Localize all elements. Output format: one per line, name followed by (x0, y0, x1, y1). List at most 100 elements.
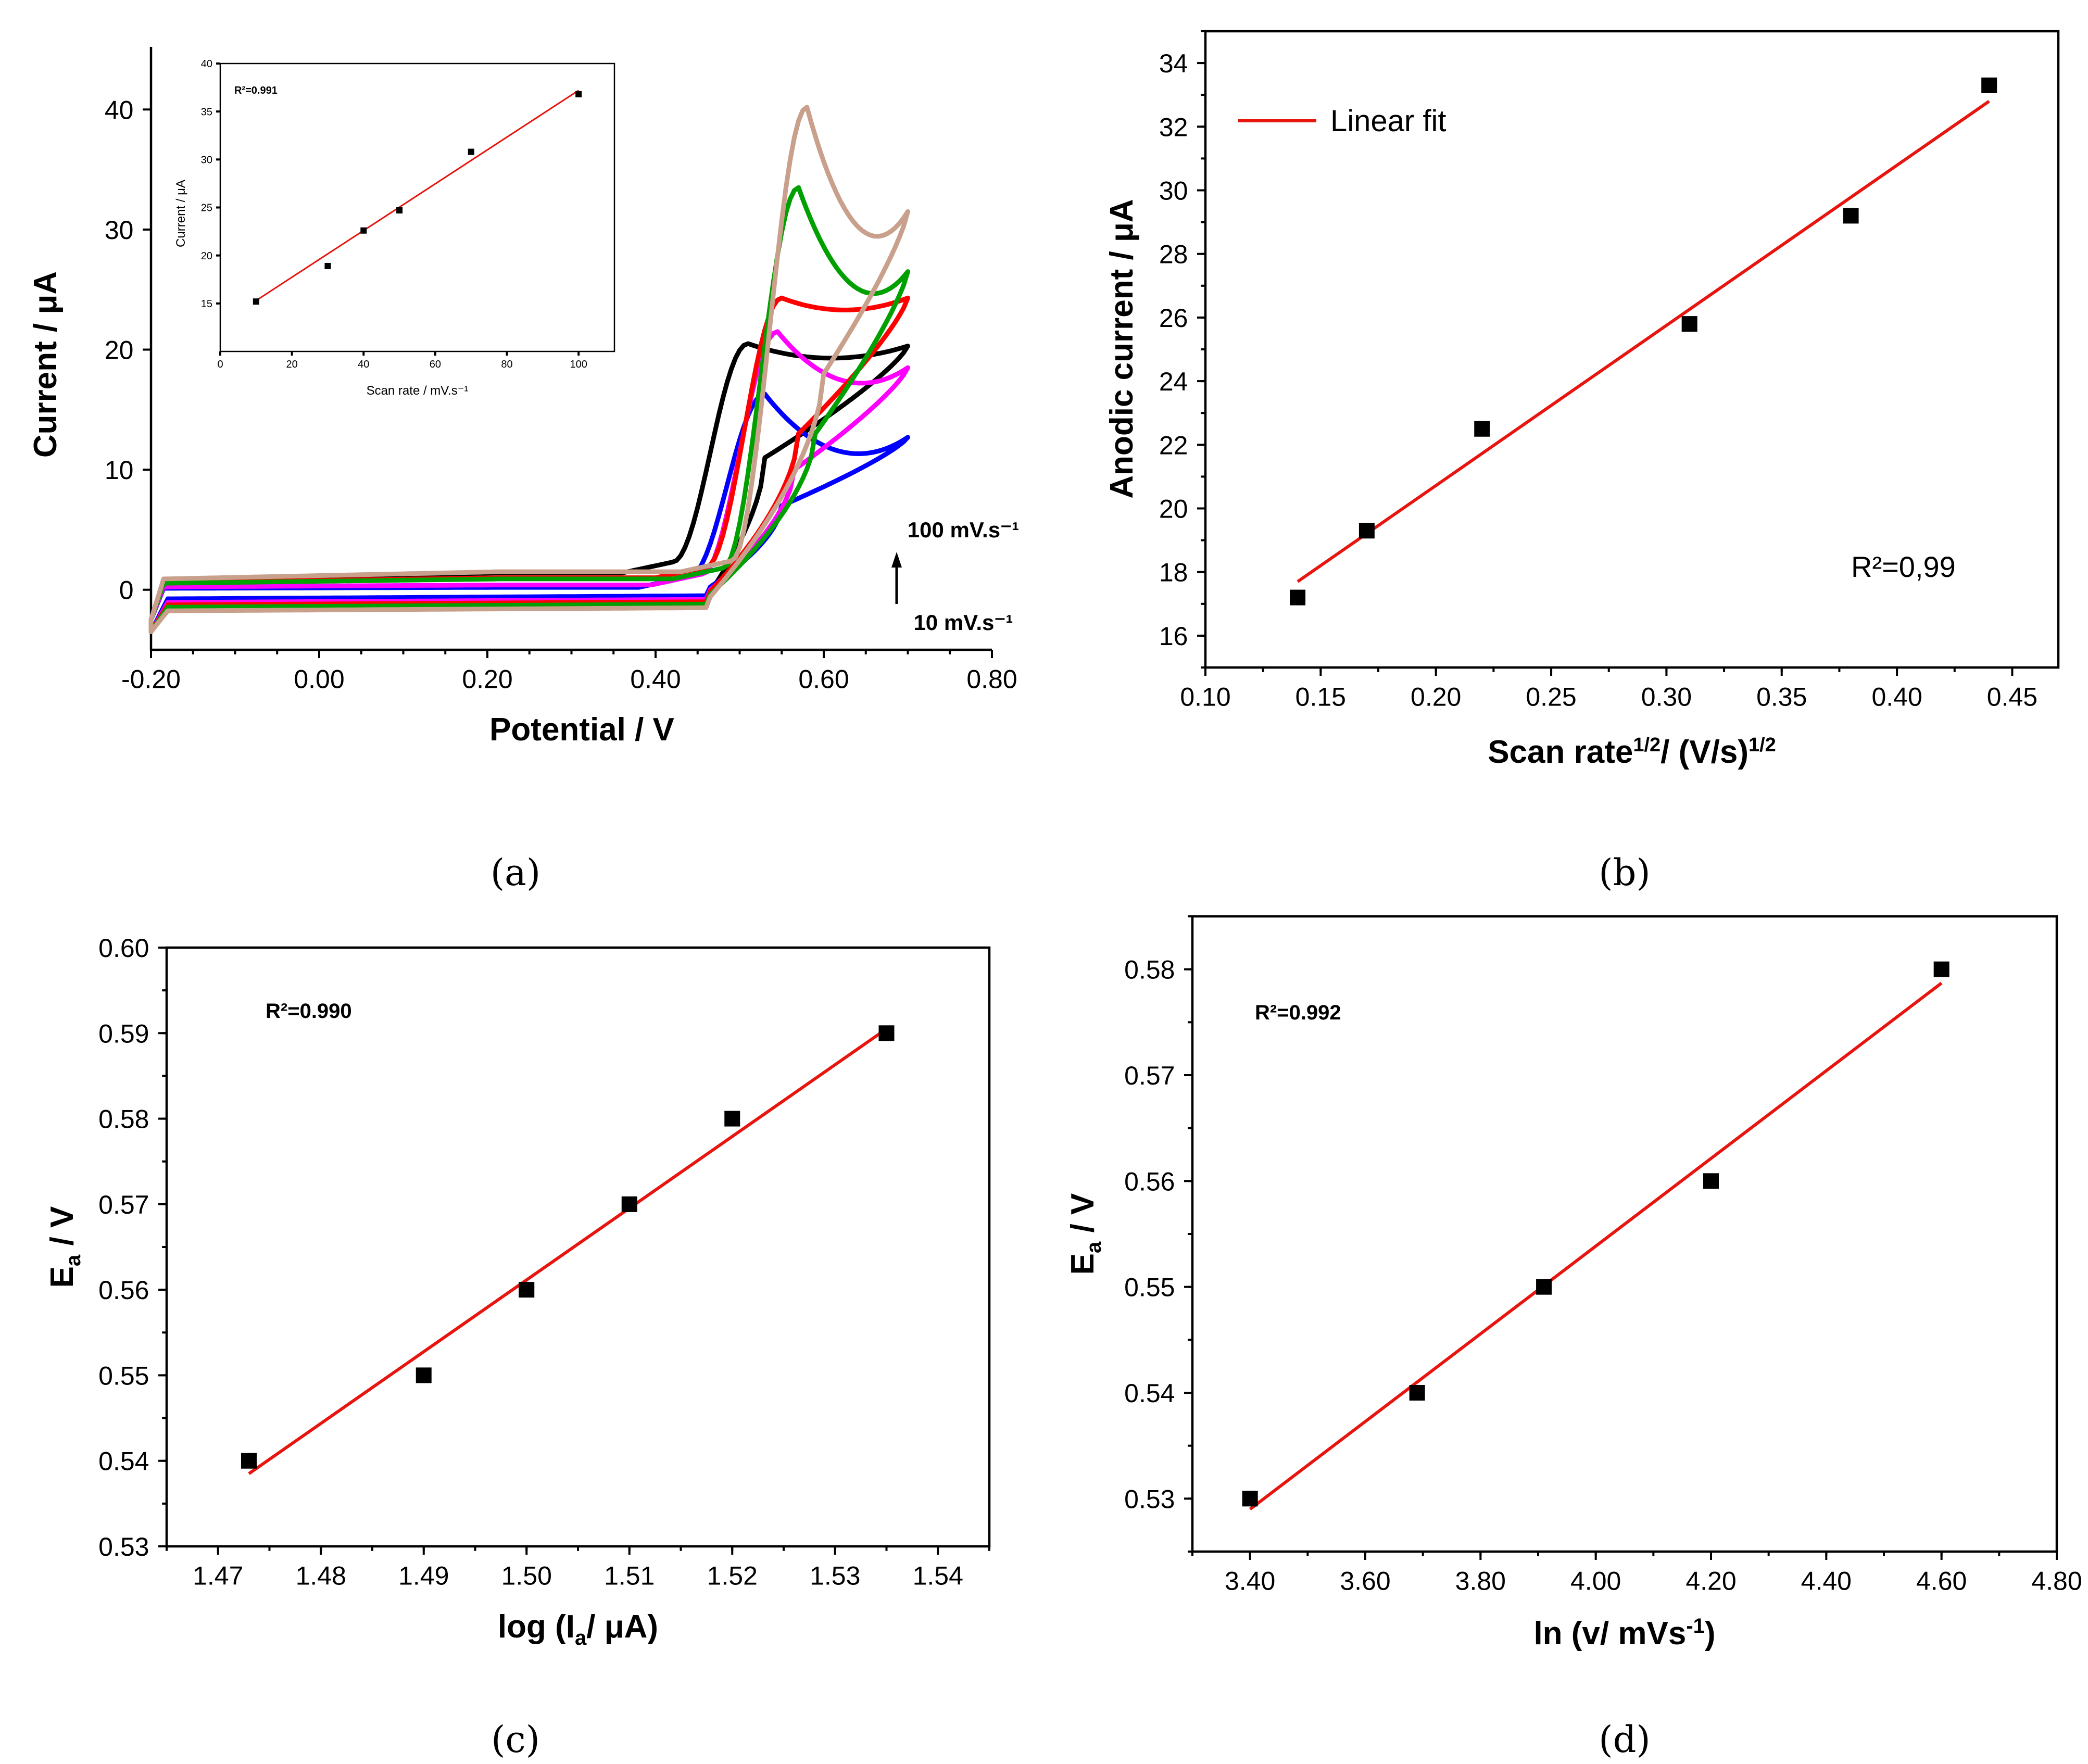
y-tick-label: 40 (105, 95, 134, 124)
linear-fit-line (248, 1027, 888, 1475)
r-squared-label: R²=0.992 (1255, 1001, 1341, 1024)
x-tick-label: 0.60 (798, 665, 849, 694)
y-tick-label: 0.54 (98, 1447, 149, 1476)
data-point (1474, 421, 1490, 437)
data-point (1536, 1279, 1552, 1295)
x-tick-label: 0.00 (294, 665, 344, 694)
x-tick-label: 1.51 (604, 1561, 655, 1591)
data-point (1290, 589, 1306, 606)
x-tick-label: 0.20 (1411, 683, 1461, 712)
x-tick-label: 3.60 (1340, 1567, 1390, 1596)
x-axis-label-tail: / μA) (586, 1609, 658, 1645)
x-axis-label-sup: 1/2 (1633, 734, 1661, 756)
y-tick-label: 0 (119, 576, 134, 605)
y-tick-label: 0.60 (98, 934, 149, 963)
y-axis-label: Ea / V (1065, 1193, 1105, 1275)
y-tick-label: 28 (1159, 240, 1188, 269)
x-tick-label: 4.00 (1570, 1567, 1621, 1596)
x-tick-label: -0.20 (121, 665, 181, 694)
x-tick-label: 0.80 (966, 665, 1017, 694)
x-tick-label: 4.60 (1916, 1567, 1967, 1596)
y-tick-label: 30 (201, 155, 212, 166)
inset-data-point (324, 262, 331, 269)
y-tick-label: 22 (1159, 431, 1188, 460)
y-tick-label: 0.56 (1124, 1167, 1175, 1196)
data-point (241, 1453, 257, 1469)
legend-label: Linear fit (1330, 104, 1446, 138)
y-tick-label: 0.53 (98, 1532, 149, 1561)
y-tick-label: 26 (1159, 304, 1188, 333)
y-tick-label: 0.56 (98, 1276, 149, 1305)
x-tick-label: 3.80 (1455, 1567, 1506, 1596)
data-point (519, 1282, 535, 1298)
x-axis-label: log (Ia/ μA) (498, 1609, 658, 1649)
x-axis-label-main: Scan rate (1488, 734, 1633, 770)
y-tick-label: 30 (1159, 177, 1188, 206)
x-tick-label: 4.40 (1801, 1567, 1852, 1596)
x-tick-label: 0.35 (1756, 683, 1807, 712)
x-tick-label: 0.10 (1180, 683, 1230, 712)
y-tick-label: 15 (201, 298, 212, 310)
inset-y-axis-label: Current / μA (174, 180, 188, 247)
y-tick-label: 0.55 (1124, 1273, 1175, 1302)
data-point (1843, 208, 1859, 224)
y-tick-label: 0.57 (1124, 1061, 1175, 1090)
x-axis-label: Scan rate1/2/ (V/s)1/2 (1488, 734, 1776, 770)
panel-caption: (c) (491, 1718, 540, 1761)
y-axis-label: Ea / V (44, 1206, 85, 1288)
data-point (621, 1196, 637, 1212)
x-tick-label: 0.40 (630, 665, 681, 694)
y-tick-label: 24 (1159, 367, 1188, 396)
x-tick-label: 1.53 (810, 1561, 860, 1591)
y-axis-label: Anodic current / μA (1104, 199, 1140, 498)
x-tick-label: 60 (430, 359, 441, 370)
y-axis-label-sub: a (1083, 1241, 1105, 1253)
x-tick-label: 20 (286, 359, 298, 370)
y-tick-label: 20 (105, 336, 134, 365)
y-tick-label: 20 (1159, 495, 1188, 524)
y-axis-label-main: E (44, 1266, 80, 1288)
inset-data-point (360, 227, 367, 234)
x-tick-label: 0.25 (1526, 683, 1576, 712)
y-tick-label: 0.58 (98, 1105, 149, 1134)
cv-curve-100-mv-s (148, 105, 910, 634)
x-axis-label-tail: / (V/s) (1661, 734, 1749, 770)
y-tick-label: 18 (1159, 558, 1188, 587)
inset-data-point (396, 207, 403, 214)
data-point (724, 1111, 740, 1127)
y-tick-label: 40 (201, 58, 212, 70)
inset-r-squared: R²=0.991 (234, 85, 278, 96)
x-tick-label: 0.30 (1641, 683, 1692, 712)
data-point (1933, 961, 1949, 977)
x-tick-label: 4.20 (1686, 1567, 1736, 1596)
y-tick-label: 0.53 (1124, 1484, 1175, 1514)
y-tick-label: 34 (1159, 49, 1188, 78)
linear-fit-line (1297, 99, 1990, 583)
y-tick-label: 0.59 (98, 1019, 149, 1048)
x-tick-label: 1.48 (296, 1561, 346, 1591)
inset-frame (219, 62, 615, 352)
x-tick-label: 1.52 (707, 1561, 758, 1591)
panel-a-cyclic-voltammograms: -0.20 0.00 0.20 0.40 0.60 0.80 0 10 20 30 40 Potent… (28, 47, 1019, 894)
y-tick-label: 0.58 (1124, 955, 1175, 985)
y-tick-label: 0.55 (98, 1361, 149, 1390)
y-tick-label: 16 (1159, 622, 1188, 651)
x-tick-label: 1.47 (193, 1561, 243, 1591)
data-point (1703, 1173, 1719, 1189)
plot-frame (165, 946, 991, 1548)
inset-fit-line (255, 90, 580, 301)
y-axis-label-tail: / V (44, 1206, 80, 1255)
data-point (878, 1025, 895, 1041)
annotation-10-mV-s: 10 mV.s⁻¹ (913, 610, 1013, 635)
y-tick-label: 30 (105, 216, 134, 245)
y-tick-label: 25 (201, 203, 212, 214)
y-tick-label: 32 (1159, 112, 1188, 142)
y-axis-label-sub: a (62, 1254, 85, 1266)
y-tick-label: 10 (105, 456, 134, 485)
y-axis-label: Current / μA (28, 271, 64, 458)
panel-caption: (a) (490, 851, 540, 894)
x-tick-label: 0.15 (1295, 683, 1346, 712)
panel-caption: (d) (1599, 1718, 1650, 1761)
x-axis-label-tail: ) (1705, 1616, 1716, 1652)
